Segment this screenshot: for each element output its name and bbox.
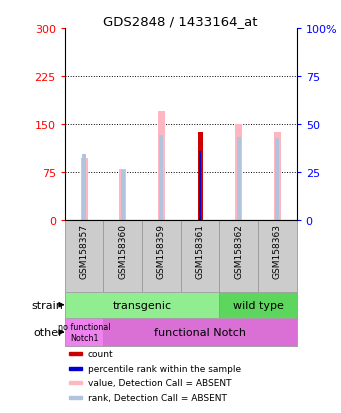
Bar [65, 292, 219, 318]
Bar [142, 220, 181, 292]
Text: rank, Detection Call = ABSENT: rank, Detection Call = ABSENT [88, 393, 227, 402]
Bar [158, 112, 165, 220]
Bar [70, 352, 82, 356]
Text: no functional
Notch1: no functional Notch1 [58, 323, 110, 342]
Bar [82, 154, 86, 220]
Text: GSM158363: GSM158363 [273, 224, 282, 279]
Bar [65, 220, 103, 292]
Bar [103, 318, 297, 347]
Text: transgenic: transgenic [113, 300, 172, 310]
Text: GSM158359: GSM158359 [157, 224, 166, 279]
Text: GSM158362: GSM158362 [234, 224, 243, 279]
Text: functional Notch: functional Notch [154, 328, 246, 337]
Text: wild type: wild type [233, 300, 283, 310]
Text: value, Detection Call = ABSENT: value, Detection Call = ABSENT [88, 378, 232, 387]
Text: percentile rank within the sample: percentile rank within the sample [88, 364, 241, 373]
Bar [258, 220, 297, 292]
Bar [276, 139, 279, 220]
Text: GSM158357: GSM158357 [79, 224, 89, 279]
Text: count: count [88, 349, 114, 358]
Bar [219, 292, 297, 318]
Bar [65, 318, 103, 347]
Text: strain: strain [31, 300, 63, 310]
Title: GDS2848 / 1433164_at: GDS2848 / 1433164_at [103, 15, 258, 28]
Text: GSM158361: GSM158361 [195, 224, 205, 279]
Bar [160, 136, 163, 220]
Bar [199, 152, 202, 220]
Bar [80, 158, 88, 220]
Bar [197, 132, 203, 220]
Bar [121, 171, 125, 220]
Bar [70, 367, 82, 370]
Bar [237, 138, 241, 220]
Text: other: other [33, 328, 63, 337]
Bar [219, 220, 258, 292]
Bar [103, 220, 142, 292]
Bar [70, 381, 82, 385]
Bar [274, 132, 281, 220]
Bar [181, 220, 219, 292]
Bar [70, 396, 82, 399]
Text: GSM158360: GSM158360 [118, 224, 127, 279]
Bar [235, 125, 242, 220]
Bar [119, 169, 126, 220]
